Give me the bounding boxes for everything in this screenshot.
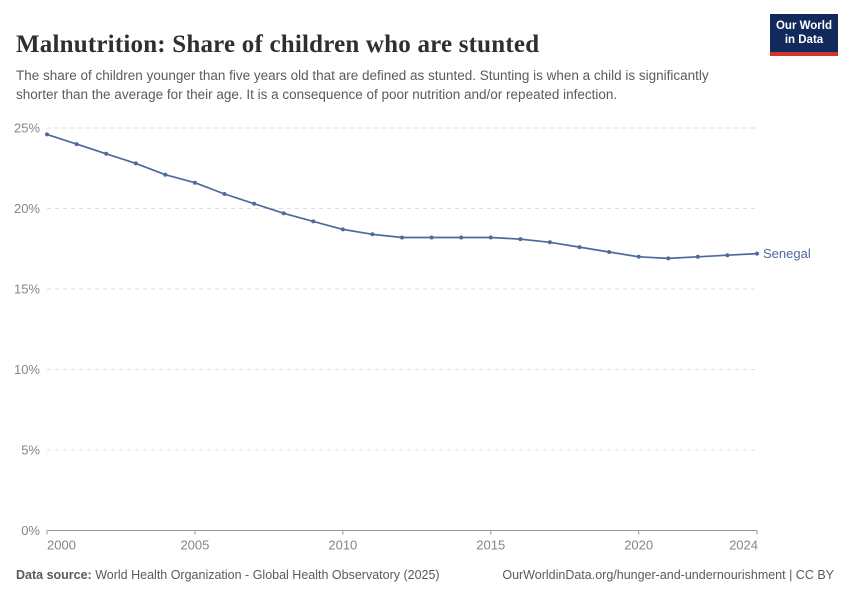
x-tick-label: 2000: [47, 538, 76, 553]
data-point[interactable]: [755, 251, 759, 256]
x-tick-label: 2024: [729, 538, 758, 553]
y-tick-label: 15%: [14, 282, 40, 297]
line-chart[interactable]: 0% 5% 10% 15% 20% 25% 2000 2005 2010 2015 2020 2024…: [0, 115, 850, 557]
data-point[interactable]: [163, 172, 168, 177]
y-tick-label: 10%: [14, 362, 40, 377]
data-point[interactable]: [666, 256, 671, 261]
data-point[interactable]: [429, 235, 434, 240]
data-point[interactable]: [45, 132, 49, 137]
data-point[interactable]: [74, 142, 79, 147]
data-point[interactable]: [133, 161, 138, 166]
x-tick-label: 2020: [624, 538, 653, 553]
data-point[interactable]: [340, 227, 345, 232]
data-point[interactable]: [695, 254, 700, 259]
data-source-text: World Health Organization - Global Healt…: [95, 568, 440, 582]
data-point[interactable]: [459, 235, 464, 240]
page-title: Malnutrition: Share of children who are …: [16, 30, 540, 58]
data-point[interactable]: [577, 245, 582, 250]
y-tick-label: 0%: [21, 523, 40, 538]
x-tick-label: 2015: [476, 538, 505, 553]
data-point[interactable]: [488, 235, 493, 240]
owid-logo: Our World in Data: [770, 14, 838, 56]
data-point[interactable]: [252, 201, 257, 206]
owid-logo-text-line2: in Data: [784, 34, 824, 47]
x-tick-label: 2005: [180, 538, 209, 553]
data-point[interactable]: [547, 240, 552, 245]
data-point[interactable]: [192, 180, 197, 185]
owid-logo-text-line1: Our World: [775, 20, 832, 32]
chart-footer: Data source: World Health Organization -…: [16, 568, 834, 582]
data-point[interactable]: [370, 232, 375, 237]
data-source-label: Data source:: [16, 568, 92, 582]
data-point[interactable]: [311, 219, 316, 224]
series-end-label[interactable]: Senegal: [763, 246, 811, 261]
x-tick-label: 2010: [328, 538, 357, 553]
data-point[interactable]: [104, 151, 109, 156]
line-chart-svg: 0% 5% 10% 15% 20% 25% 2000 2005 2010 2015 2020 2024…: [14, 121, 811, 553]
data-source-note: Data source: World Health Organization -…: [16, 568, 440, 582]
data-point[interactable]: [725, 253, 730, 258]
data-point[interactable]: [400, 235, 404, 240]
data-point[interactable]: [518, 237, 523, 242]
series-line[interactable]: [46, 133, 758, 260]
footer-link: OurWorldinData.org/hunger-and-undernouri…: [502, 568, 834, 582]
y-tick-label: 20%: [14, 201, 40, 216]
data-point[interactable]: [607, 250, 612, 254]
chart-subtitle: The share of children younger than five …: [16, 67, 709, 103]
data-point[interactable]: [222, 192, 227, 196]
data-point[interactable]: [636, 254, 641, 259]
y-tick-label: 5%: [21, 443, 40, 458]
data-point[interactable]: [281, 211, 286, 216]
y-tick-label: 25%: [14, 121, 40, 136]
